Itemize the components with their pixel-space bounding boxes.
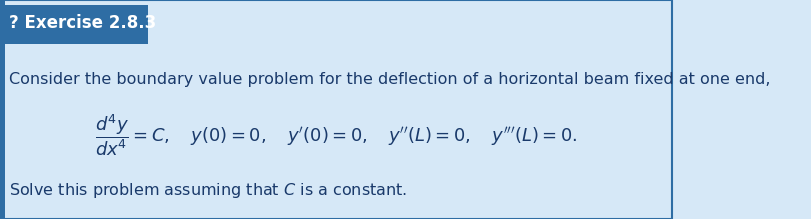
Text: $\dfrac{d^4y}{dx^4} = C, \quad y(0) = 0, \quad y'(0) = 0, \quad y''(L) = 0, \qua: $\dfrac{d^4y}{dx^4} = C, \quad y(0) = 0,… [94,112,577,158]
Text: ? Exercise 2.8.3: ? Exercise 2.8.3 [9,14,156,32]
Text: Solve this problem assuming that $C$ is a constant.: Solve this problem assuming that $C$ is … [9,181,406,200]
Text: Consider the boundary value problem for the deflection of a horizontal beam fixe: Consider the boundary value problem for … [9,72,770,87]
FancyBboxPatch shape [0,0,5,219]
FancyBboxPatch shape [3,5,148,44]
